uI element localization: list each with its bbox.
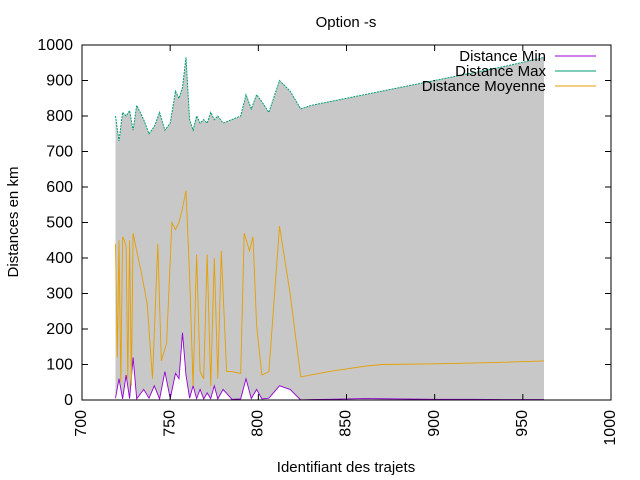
range-fill bbox=[115, 57, 544, 401]
y-tick-label: 1000 bbox=[37, 37, 73, 54]
distance-max-line bbox=[115, 56, 545, 141]
x-tick-label: 900 bbox=[426, 410, 443, 437]
x-tick-label: 700 bbox=[73, 410, 90, 437]
x-tick-label: 950 bbox=[514, 410, 531, 437]
y-tick-label: 100 bbox=[46, 357, 73, 374]
y-tick-label: 600 bbox=[46, 179, 73, 196]
y-tick-label: 400 bbox=[46, 250, 73, 267]
y-tick-label: 800 bbox=[46, 108, 73, 125]
y-tick-label: 0 bbox=[64, 392, 73, 409]
series-lines bbox=[115, 56, 545, 401]
x-axis-ticks: 700 750 800 850 900 950 1000 bbox=[73, 45, 619, 446]
min-max-range-area bbox=[115, 57, 544, 401]
x-axis-label: Identifiant des trajets bbox=[277, 459, 415, 476]
legend-label: Distance Max bbox=[455, 63, 546, 80]
y-tick-label: 900 bbox=[46, 73, 73, 90]
legend-label: Distance Min bbox=[459, 48, 546, 65]
y-tick-label: 200 bbox=[46, 321, 73, 338]
y-axis-ticks: 0 100 200 300 400 500 600 700 800 900 1000 bbox=[37, 37, 611, 409]
y-tick-label: 300 bbox=[46, 286, 73, 303]
x-tick-label: 1000 bbox=[602, 410, 619, 446]
x-tick-label: 750 bbox=[161, 410, 178, 437]
x-tick-label: 850 bbox=[338, 410, 355, 437]
chart-title: Option -s bbox=[316, 14, 377, 31]
distance-min-line bbox=[115, 332, 544, 401]
distance-moyenne-line bbox=[115, 190, 545, 386]
y-axis-label: Distances en km bbox=[5, 167, 22, 278]
legend-label: Distance Moyenne bbox=[422, 78, 546, 95]
y-tick-label: 700 bbox=[46, 144, 73, 161]
x-tick-label: 800 bbox=[250, 410, 267, 437]
y-tick-label: 500 bbox=[46, 215, 73, 232]
